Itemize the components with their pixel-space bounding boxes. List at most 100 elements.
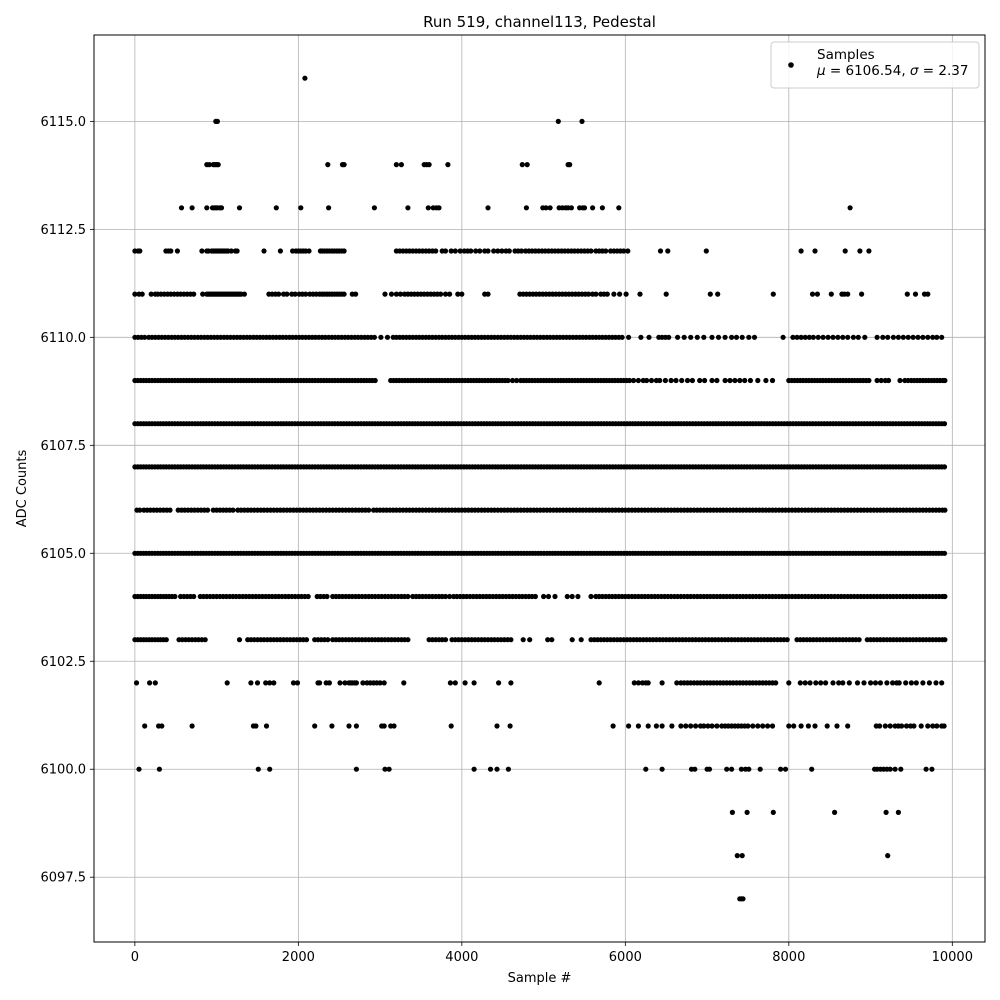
data-point — [890, 680, 896, 686]
data-point — [426, 162, 432, 168]
data-point — [739, 334, 745, 340]
y-tick-label: 6100.0 — [41, 763, 87, 778]
data-point — [825, 334, 831, 340]
data-point — [342, 680, 348, 686]
data-point — [732, 377, 738, 384]
data-point — [326, 680, 332, 686]
data-point — [462, 680, 468, 686]
legend-box — [770, 41, 980, 89]
data-point — [663, 291, 669, 297]
data-point — [215, 162, 221, 168]
data-point — [593, 291, 599, 297]
data-point — [810, 334, 816, 340]
data-point — [360, 680, 366, 686]
data-point — [715, 334, 722, 340]
data-point — [866, 248, 872, 254]
data-point — [694, 334, 700, 340]
x-tick-label: 2000 — [282, 950, 315, 965]
data-point — [202, 637, 208, 643]
data-point — [874, 377, 880, 384]
data-point — [495, 248, 501, 254]
data-point — [473, 248, 479, 254]
data-point — [564, 593, 570, 600]
data-point — [325, 162, 331, 168]
data-point — [442, 593, 449, 600]
data-point — [882, 723, 888, 729]
data-point — [693, 723, 699, 729]
data-point — [447, 680, 453, 686]
data-point — [494, 766, 500, 772]
data-point — [899, 723, 905, 729]
data-point — [905, 334, 911, 340]
data-point — [794, 334, 800, 340]
x-tick-label: 4000 — [445, 950, 478, 965]
data-point — [798, 248, 804, 254]
plot-frame — [93, 34, 986, 943]
data-point — [857, 248, 863, 254]
data-point — [384, 334, 391, 340]
data-point — [619, 334, 625, 340]
data-point — [604, 291, 610, 297]
data-point — [329, 723, 335, 729]
data-point — [200, 291, 206, 297]
data-point — [903, 723, 910, 729]
data-point — [845, 723, 851, 729]
data-point — [657, 248, 664, 254]
data-point — [234, 248, 240, 254]
data-point — [770, 291, 776, 297]
data-point — [137, 507, 143, 513]
data-point — [645, 723, 651, 729]
data-point — [920, 334, 926, 340]
data-point — [253, 723, 259, 729]
data-point — [747, 377, 754, 384]
data-point — [681, 334, 687, 340]
data-point — [159, 723, 165, 729]
data-point — [689, 377, 696, 384]
data-point — [303, 291, 309, 297]
data-point — [341, 248, 347, 254]
data-point — [644, 377, 650, 384]
data-point — [707, 291, 713, 297]
data-point — [325, 637, 331, 643]
data-point — [298, 205, 304, 211]
data-point — [790, 334, 796, 340]
data-point — [545, 637, 551, 643]
data-point — [372, 377, 378, 384]
data-point — [635, 723, 642, 729]
data-point — [178, 205, 185, 211]
data-point — [706, 766, 713, 772]
data-point — [626, 377, 633, 384]
data-point — [780, 334, 786, 340]
data-point — [745, 723, 751, 729]
data-point — [678, 723, 684, 729]
data-point — [518, 248, 525, 254]
data-point — [824, 723, 830, 729]
data-point — [625, 248, 631, 254]
data-point — [722, 334, 728, 340]
data-point — [729, 809, 736, 816]
data-point — [798, 334, 804, 340]
data-point — [918, 723, 924, 729]
data-point — [701, 334, 707, 340]
data-point — [381, 680, 387, 686]
data-point — [702, 377, 708, 384]
data-point — [740, 896, 746, 902]
data-point — [941, 421, 948, 427]
data-point — [709, 334, 715, 340]
data-point — [248, 680, 254, 686]
data-point — [433, 248, 439, 254]
data-point — [224, 680, 230, 686]
data-point — [520, 637, 526, 643]
data-point — [230, 507, 236, 513]
data-point — [401, 680, 407, 686]
data-point — [509, 377, 516, 384]
data-point — [786, 680, 792, 686]
data-point — [915, 334, 921, 340]
data-point — [861, 680, 867, 686]
data-point — [271, 680, 277, 686]
data-point — [934, 334, 940, 340]
data-point — [452, 680, 458, 686]
data-point — [163, 637, 169, 643]
data-point — [353, 680, 359, 686]
